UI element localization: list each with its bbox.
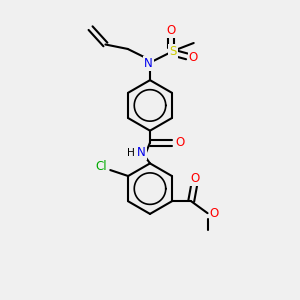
- Text: H: H: [127, 148, 135, 158]
- Text: N: N: [144, 57, 153, 70]
- Text: O: O: [167, 24, 176, 37]
- Text: S: S: [169, 45, 177, 58]
- Text: O: O: [190, 172, 200, 185]
- Text: O: O: [189, 51, 198, 64]
- Text: N: N: [137, 146, 146, 160]
- Text: Cl: Cl: [95, 160, 106, 173]
- Text: O: O: [209, 207, 219, 220]
- Text: O: O: [175, 136, 184, 149]
